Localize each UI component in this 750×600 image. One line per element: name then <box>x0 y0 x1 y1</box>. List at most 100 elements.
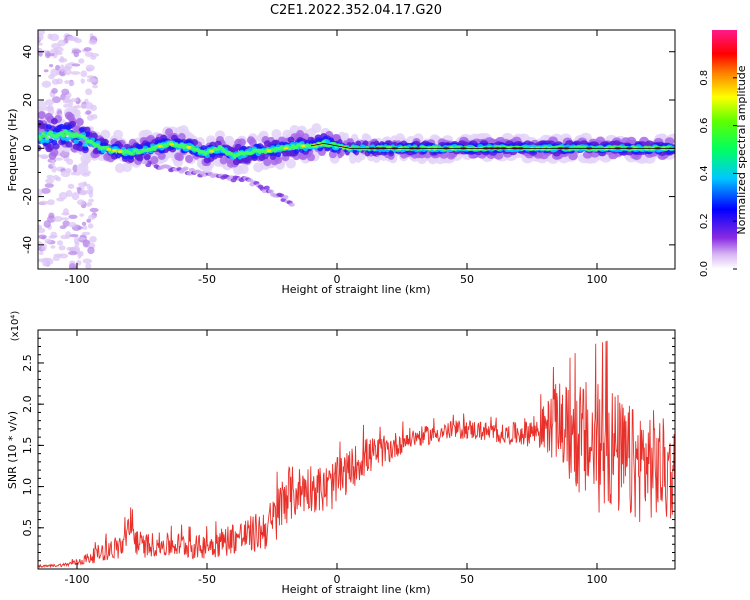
snr-x-tick-label: -50 <box>198 573 216 586</box>
heat-speckle <box>50 245 56 249</box>
heat-speckle <box>82 225 88 231</box>
heat-ridge-blob <box>61 133 66 138</box>
heat-speckle <box>86 114 94 121</box>
heat-ridge-blob <box>136 155 144 162</box>
heat-ridge-blob <box>275 151 282 158</box>
heat-speckle <box>82 258 93 264</box>
heat-speckle <box>61 88 70 96</box>
heat-ridge-blob <box>39 135 44 139</box>
heat-speckle <box>80 70 88 78</box>
snr-x-tick-label: -100 <box>65 573 90 586</box>
heat-speckle <box>76 199 85 206</box>
heat-speckle <box>50 48 59 55</box>
heat-ridge-blob <box>113 129 124 140</box>
heat-speckle <box>71 192 80 201</box>
heat-speckle <box>84 101 94 110</box>
heat-speckle <box>59 64 65 73</box>
heat-speckle <box>70 71 81 76</box>
heat-speckle <box>67 183 75 189</box>
heat-ridge-blob <box>271 129 282 140</box>
heat-speckle <box>38 154 42 158</box>
heat-ridge-blob <box>321 140 326 144</box>
heat-peak-blob <box>209 149 215 153</box>
snr-x-axis-label: Height of straight line (km) <box>281 583 430 596</box>
heat-speckle <box>45 178 55 184</box>
heat-speckle <box>78 58 85 64</box>
colorbar-tick-label: 0.6 <box>699 118 710 134</box>
heat-ridge-blob <box>83 136 88 141</box>
spectrogram-x-tick-label: -50 <box>198 273 216 286</box>
spectrogram-x-ticks: -100 -50 0 50 100 <box>65 30 608 286</box>
heat-ridge-blob <box>238 164 249 175</box>
heat-ridge-blob <box>311 123 322 134</box>
heat-peak-blob <box>300 144 306 148</box>
heat-speckle <box>56 197 65 202</box>
figure-title: C2E1.2022.352.04.17.G20 <box>270 3 442 18</box>
colorbar: 0.0 0.2 0.4 0.6 0.8 Normalized spectral ampl… <box>699 30 748 277</box>
heat-speckle <box>86 77 97 83</box>
heat-speckle <box>80 78 85 84</box>
snr-y-tick-label: 0.5 <box>21 519 34 537</box>
heat-speckle <box>51 96 61 104</box>
heat-speckle <box>72 164 78 173</box>
heat-ridge-blob <box>175 153 184 162</box>
snr-x-tick-label: 100 <box>587 573 608 586</box>
heat-branch-blob <box>247 178 254 183</box>
heat-ridge-blob <box>190 145 195 149</box>
spectrogram-x-axis-label: Height of straight line (km) <box>281 283 430 296</box>
heat-speckle <box>81 221 87 226</box>
heat-speckle <box>40 187 51 194</box>
spectrogram-y-axis-label: Frequency (Hz) <box>6 109 19 192</box>
heat-peak-blob <box>169 142 175 146</box>
heat-speckle <box>41 80 52 88</box>
spectrogram-heat-layer <box>38 30 675 269</box>
heat-speckle <box>84 51 94 58</box>
heat-speckle <box>70 98 79 103</box>
heat-speckle <box>51 88 58 94</box>
heat-speckle <box>38 200 49 205</box>
heat-speckle <box>73 51 80 58</box>
heat-speckle <box>71 49 82 54</box>
heat-speckle <box>38 224 43 230</box>
heat-speckle <box>85 110 92 115</box>
heat-speckle <box>85 262 92 269</box>
heat-ridge-line <box>310 143 675 149</box>
heat-ridge-blob <box>130 152 135 156</box>
heat-ridge-blob <box>143 154 151 161</box>
heat-speckle <box>49 33 60 42</box>
heat-ridge-blob <box>136 144 143 150</box>
heat-branch-blob <box>145 163 152 168</box>
spectrogram-x-tick-label: 100 <box>587 273 608 286</box>
heat-speckle <box>49 64 54 68</box>
heat-speckle <box>62 208 69 216</box>
heat-ridge-blob <box>44 138 50 144</box>
heat-ridge-blob <box>307 153 315 162</box>
snr-panel: -100 -50 0 50 100 0.5 1.0 1.5 2.0 2.5 Height of … <box>6 311 676 596</box>
snr-series-line <box>38 340 675 569</box>
heat-ridge-blob <box>150 156 159 165</box>
heat-speckle <box>50 68 59 77</box>
spectrogram-x-tick-label: -100 <box>65 273 90 286</box>
snr-x-ticks: -100 -50 0 50 100 <box>65 330 608 586</box>
spectrogram-panel: -100 -50 0 50 100 -40 -20 0 20 40 Height of stra… <box>6 29 676 296</box>
snr-x-tick-label: 0 <box>334 573 341 586</box>
heat-speckle <box>88 214 96 220</box>
heat-ridge-blob <box>48 130 53 135</box>
heat-ridge-blob <box>262 152 269 160</box>
snr-y-tick-label: 1.0 <box>21 478 34 496</box>
heat-ridge-blob <box>44 136 50 140</box>
snr-y-tick-label: 1.5 <box>21 437 34 455</box>
heat-speckle <box>38 47 43 53</box>
heat-speckle <box>77 226 83 230</box>
heat-speckle <box>69 234 79 238</box>
heat-ridge-blob <box>72 134 77 139</box>
heat-branch-blob <box>263 185 270 190</box>
heat-speckle <box>62 103 71 108</box>
spectrogram-y-ticks: -40 -20 0 20 40 <box>21 45 675 270</box>
heat-ridge-blob <box>78 127 85 133</box>
heat-speckle <box>44 183 54 188</box>
heat-speckle <box>88 39 98 45</box>
snr-y-tick-label: 2.5 <box>21 354 34 372</box>
heat-ridge-blob <box>95 140 101 145</box>
